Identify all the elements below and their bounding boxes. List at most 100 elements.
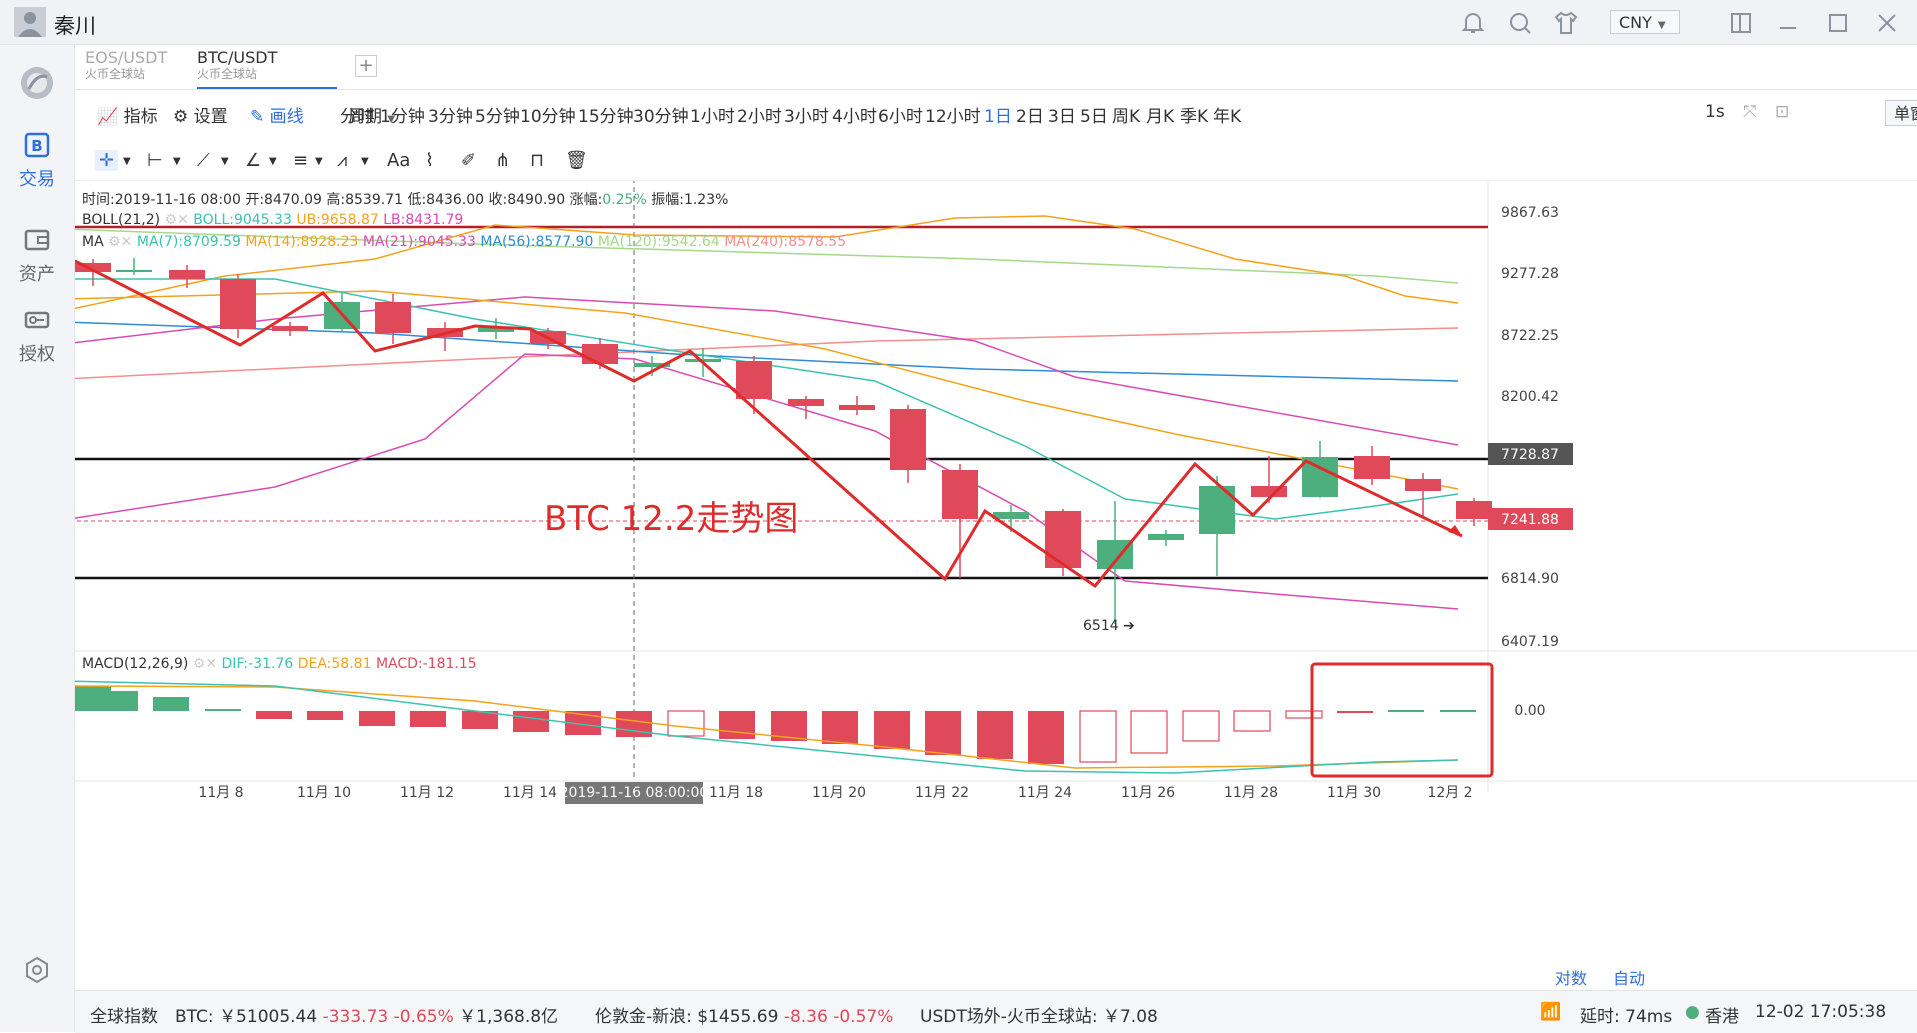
chevron-down-icon[interactable]: ▼ xyxy=(315,156,323,167)
tab-eos-usdt[interactable]: EOS/USDT 火币全球站 xyxy=(85,49,185,87)
currency-select[interactable]: CNY ▼ xyxy=(1610,10,1680,34)
macd-bar xyxy=(977,711,1013,759)
title-bar: 秦川 CNY ▼ xyxy=(0,0,1917,45)
macd-bar xyxy=(256,711,292,719)
period-dropdown[interactable]: 周期 ▼ xyxy=(348,102,395,127)
date-axis-label: 12月 2 xyxy=(1427,785,1472,801)
angle-icon[interactable]: ∠ xyxy=(245,150,262,171)
trend-line-icon[interactable]: ⟋ xyxy=(197,150,210,171)
chart-icon: 📈 xyxy=(97,107,119,127)
date-axis-label: 11月 24 xyxy=(1018,785,1072,801)
log-scale-link[interactable]: 对数 xyxy=(1555,969,1588,988)
macd-bar xyxy=(1182,710,1220,742)
candlestick-chart[interactable]: 9867.63 9277.28 8722.25 8200.42 7728.87 7241.… xyxy=(62,151,1917,989)
fib-lines-icon[interactable]: ≡ xyxy=(293,150,309,171)
global-index-link[interactable]: 全球指数 xyxy=(90,1007,158,1027)
svg-text:B: B xyxy=(31,137,42,155)
minimize-icon[interactable] xyxy=(1775,10,1801,36)
wifi-icon: 📶 xyxy=(1540,1002,1562,1022)
sidebar-item-trade[interactable]: B 交易 xyxy=(0,130,74,191)
period-option[interactable]: 3分钟 xyxy=(428,107,473,127)
chevron-down-icon[interactable]: ▼ xyxy=(361,156,369,167)
candle-body xyxy=(1045,511,1081,568)
trash-icon[interactable]: 🗑 xyxy=(565,150,588,171)
period-option[interactable]: 周K xyxy=(1112,107,1141,127)
indicator-button[interactable]: 📈 指标 xyxy=(97,102,158,127)
crosshair-icon[interactable]: ✛ xyxy=(95,150,119,171)
magnet-icon[interactable]: ⋔ xyxy=(495,150,511,171)
shirt-icon[interactable] xyxy=(1553,10,1579,36)
period-option[interactable]: 10分钟 xyxy=(520,107,576,127)
add-tab-button[interactable]: + xyxy=(355,55,377,77)
period-option[interactable]: 2小时 xyxy=(737,107,782,127)
settings-button[interactable]: ⚙ 设置 xyxy=(173,102,228,127)
period-option[interactable]: 分时 xyxy=(340,107,374,127)
period-option[interactable]: 3日 xyxy=(1048,107,1076,127)
lock-icon[interactable]: ⊓ xyxy=(530,150,545,171)
draw-button[interactable]: ✎ 画线 xyxy=(250,102,304,127)
period-option[interactable]: 1分钟 xyxy=(380,107,425,127)
period-option[interactable]: 月K xyxy=(1146,107,1175,127)
horizontal-line-icon[interactable]: ⊢ xyxy=(147,150,163,171)
boll-ub-line xyxy=(62,290,1459,490)
gear-icon[interactable]: ⚙ xyxy=(164,212,178,228)
date-axis-label: 11月 26 xyxy=(1121,785,1175,801)
chevron-down-icon[interactable]: ▼ xyxy=(123,156,131,167)
gear-icon[interactable]: ⚙ xyxy=(108,234,121,250)
tab-btc-usdt[interactable]: BTC/USDT 火币全球站 xyxy=(197,49,337,89)
draw-label: 画线 xyxy=(269,107,304,127)
close-icon[interactable]: ✕ xyxy=(177,212,189,228)
macd-bar xyxy=(1079,710,1117,763)
period-option[interactable]: 3小时 xyxy=(784,107,829,127)
change-pct: 0.25% xyxy=(602,192,647,208)
close-icon[interactable]: ✕ xyxy=(205,656,218,672)
fullscreen-icon[interactable]: ⤧ xyxy=(1743,102,1757,122)
bell-icon[interactable] xyxy=(1460,10,1486,36)
period-option[interactable]: 4小时 xyxy=(832,107,877,127)
period-option[interactable]: 季K xyxy=(1180,107,1209,127)
period-option[interactable]: 2日 xyxy=(1016,107,1044,127)
search-icon[interactable] xyxy=(1507,10,1533,36)
avatar-icon[interactable] xyxy=(14,7,46,37)
wave-icon[interactable]: ⩘ xyxy=(337,150,348,171)
candle-body xyxy=(736,361,772,399)
period-option[interactable]: 12小时 xyxy=(925,107,981,127)
chevron-down-icon[interactable]: ▼ xyxy=(173,156,181,167)
chevron-down-icon[interactable]: ▼ xyxy=(221,156,229,167)
period-option[interactable]: 6小时 xyxy=(878,107,923,127)
candle-body xyxy=(839,405,875,410)
brush-icon[interactable]: ✐ xyxy=(461,150,477,171)
period-option[interactable]: 15分钟 xyxy=(578,107,634,127)
window-mode-select[interactable]: 单窗口▼ xyxy=(1885,100,1917,126)
close-icon[interactable] xyxy=(1874,10,1900,36)
macd-dea: DEA:58.81 xyxy=(297,656,372,672)
period-option[interactable]: 年K xyxy=(1213,107,1242,127)
macd-bar xyxy=(1388,710,1424,712)
macd-bar xyxy=(1440,710,1476,712)
settings-icon[interactable] xyxy=(22,955,52,985)
amplitude: 振幅:1.23% xyxy=(646,192,729,208)
layout-icon[interactable] xyxy=(1728,10,1754,36)
ma21-value: MA(21):9045.33 xyxy=(362,234,476,250)
macd-dif-line xyxy=(62,680,1459,774)
usdt-ticker: USDT场外-火币全球站: ￥7.08 xyxy=(920,1002,1158,1027)
period-option[interactable]: 5日 xyxy=(1080,107,1108,127)
period-option[interactable]: 5分钟 xyxy=(475,107,520,127)
close-icon[interactable]: ✕ xyxy=(120,234,133,250)
ruler-icon[interactable]: ⌇ xyxy=(425,150,434,171)
text-tool-icon[interactable]: Aa xyxy=(387,150,411,171)
interval-label[interactable]: 1s xyxy=(1705,102,1725,122)
chevron-down-icon[interactable]: ▼ xyxy=(269,156,277,167)
maximize-icon[interactable] xyxy=(1825,10,1851,36)
auto-scale-link[interactable]: 自动 xyxy=(1613,969,1646,988)
period-option[interactable]: 1小时 xyxy=(690,107,735,127)
period-option[interactable]: 30分钟 xyxy=(633,107,689,127)
gear-icon[interactable]: ⚙ xyxy=(192,656,206,672)
sidebar-item-assets[interactable]: 资产 xyxy=(0,225,74,286)
period-option[interactable]: 1日 xyxy=(984,107,1012,127)
chart-area[interactable]: 9867.63 9277.28 8722.25 8200.42 7728.87 7241.… xyxy=(62,151,1917,989)
sidebar-item-auth[interactable]: 授权 xyxy=(0,305,74,366)
macd-bar xyxy=(153,697,189,711)
crop-icon[interactable]: ⊡ xyxy=(1775,102,1790,122)
date-axis-label: 11月 14 xyxy=(503,785,557,801)
